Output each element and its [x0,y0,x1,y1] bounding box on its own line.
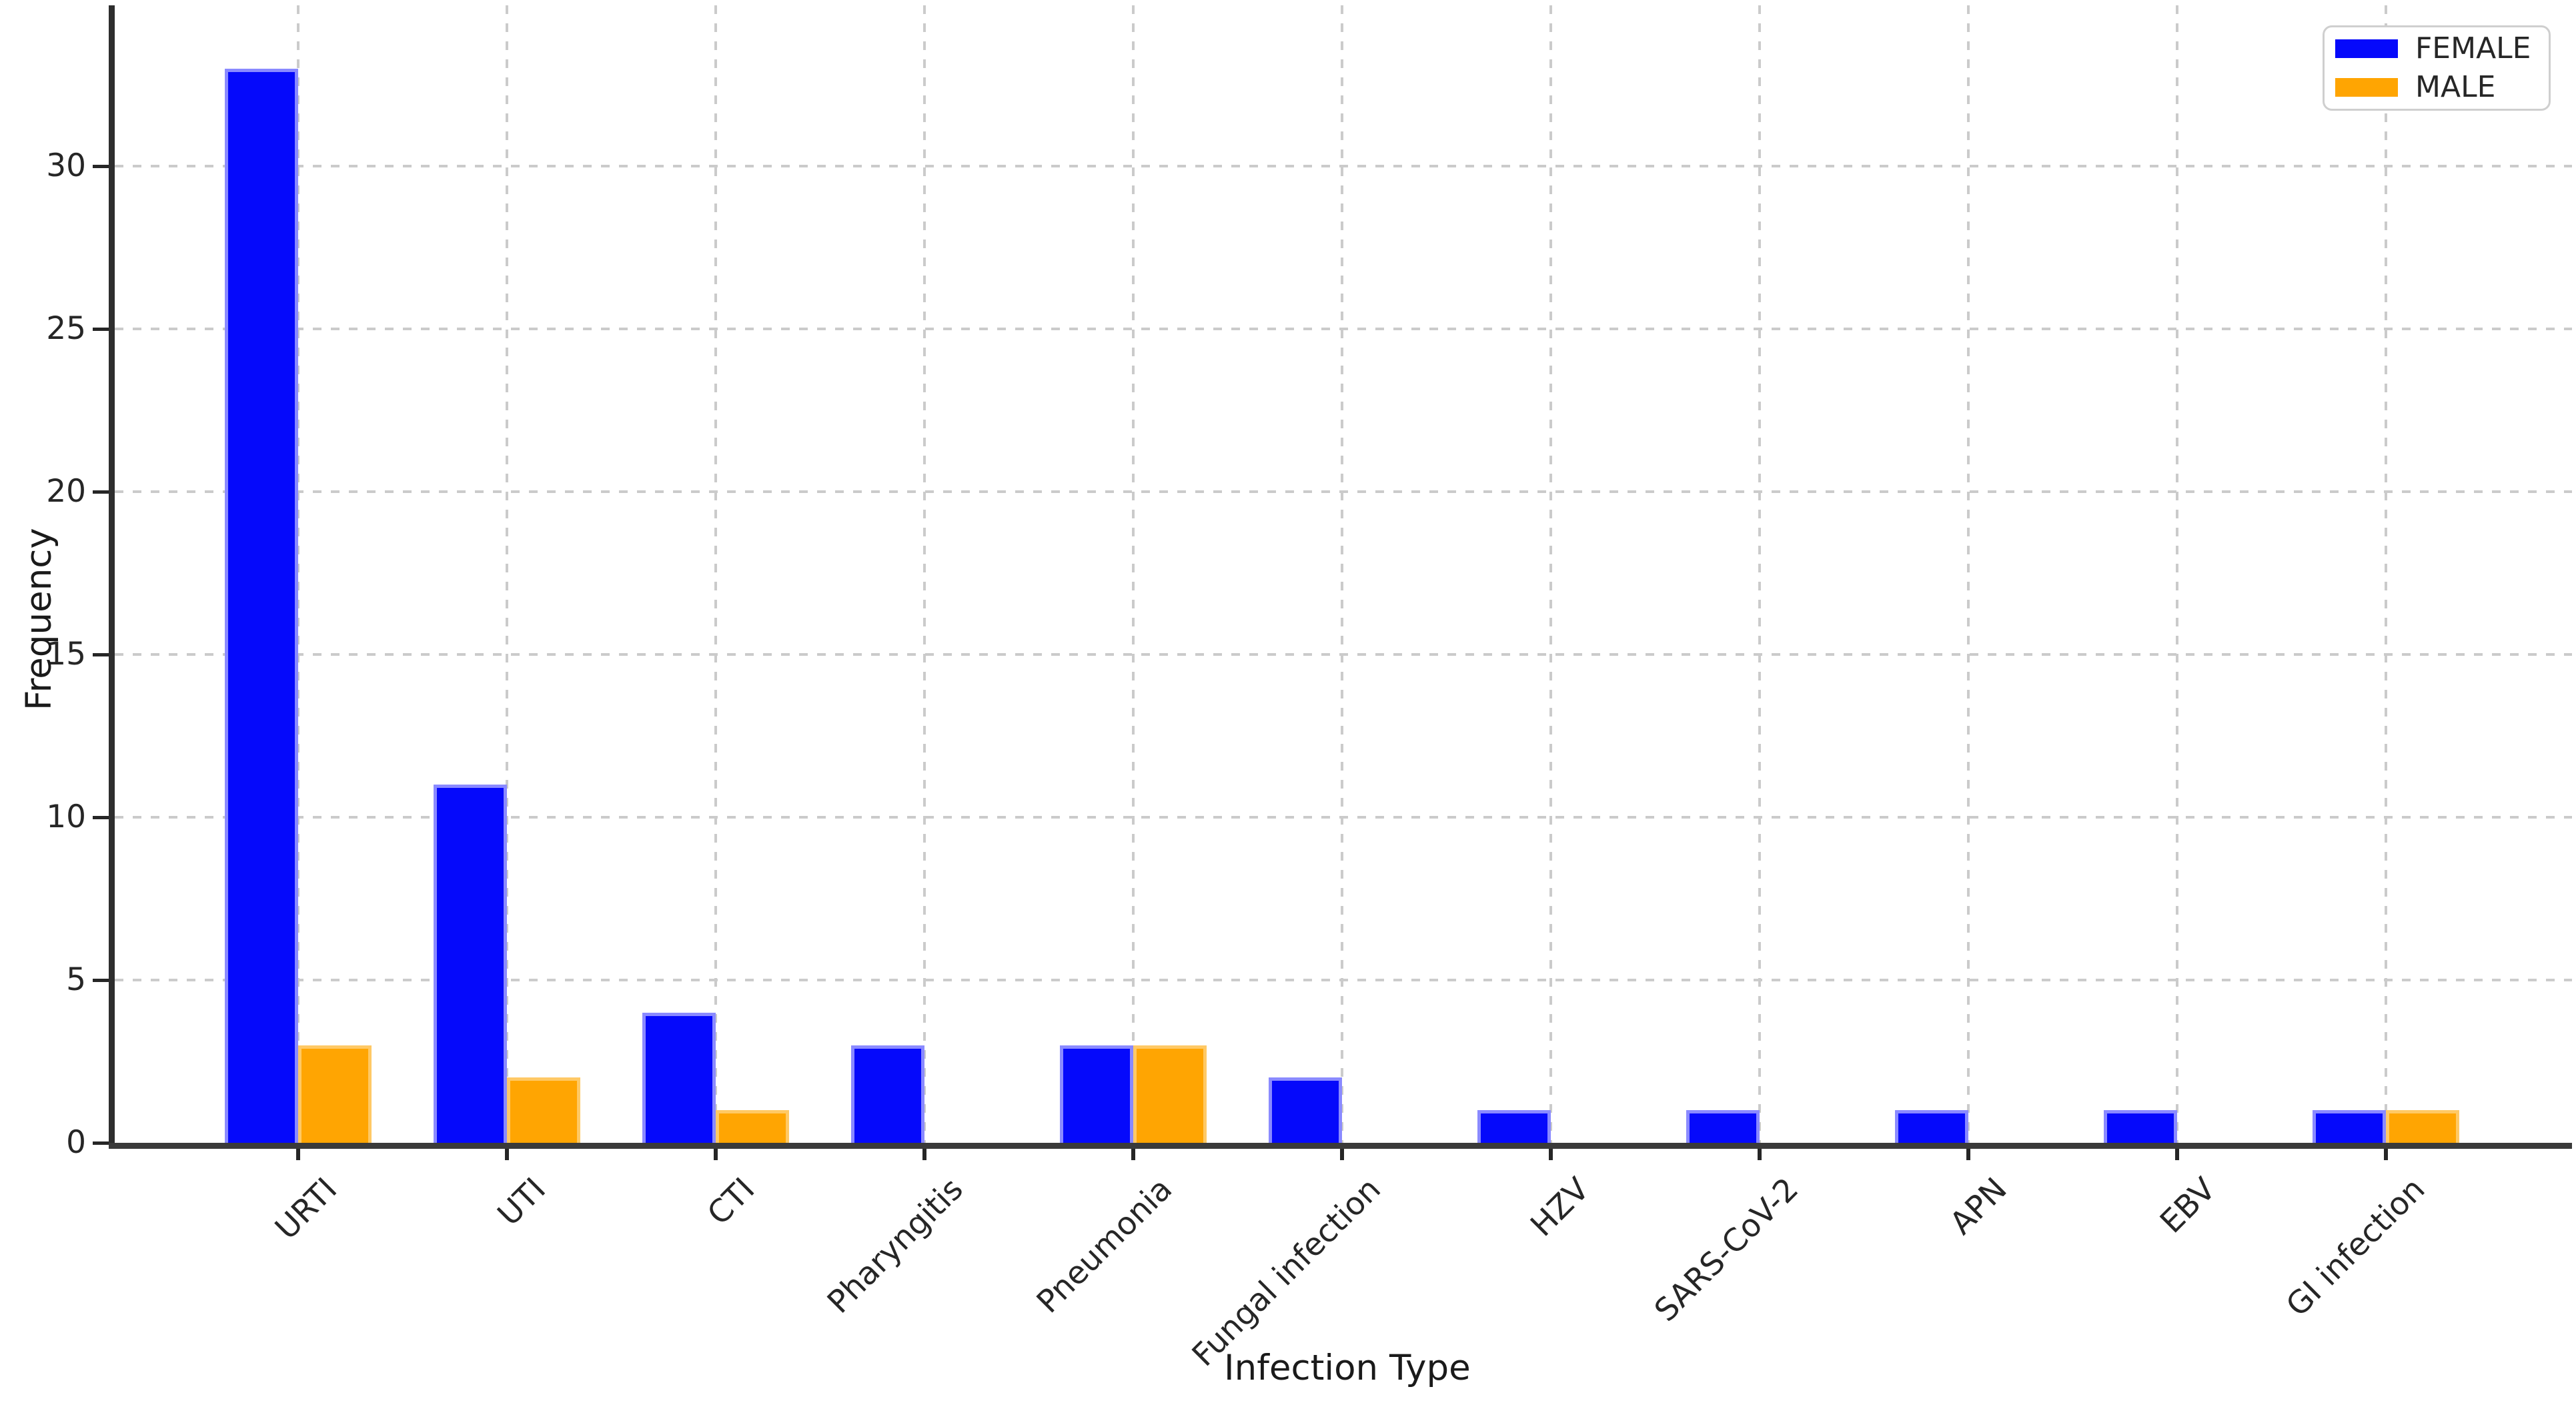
v-gridline-7 [1758,5,1761,1143]
y-axis-spine [109,5,115,1149]
y-tick-0 [93,1141,109,1145]
legend-label-female: FEMALE [2415,31,2531,65]
x-tick-label-7: SARS-CoV-2 [1647,1171,1806,1329]
x-tick-label-8: APN [1943,1171,2014,1242]
bar-female-cti [642,1013,716,1143]
x-tick-label-4: Pneumonia [1029,1171,1179,1321]
y-tick-25 [93,328,109,331]
legend: FEMALE MALE [2323,25,2551,111]
x-tick-label-0: URTI [267,1171,344,1247]
h-gridline-5 [115,979,2572,981]
bar-male-pneumonia [1133,1045,1207,1143]
x-tick-9 [2175,1149,2179,1160]
bar-female-apn [1895,1110,1968,1143]
bar-male-gi-infection [2386,1110,2459,1143]
v-gridline-8 [1967,5,1970,1143]
legend-label-male: MALE [2415,70,2496,104]
y-tick-label-25: 25 [46,310,86,347]
bar-female-uti [434,785,507,1143]
v-gridline-5 [1341,5,1343,1143]
bar-female-hzv [1477,1110,1551,1143]
h-gridline-25 [115,328,2572,330]
x-tick-3 [922,1149,926,1160]
x-tick-label-9: EBV [2153,1171,2223,1241]
y-tick-label-10: 10 [46,799,86,835]
bar-male-urti [298,1045,372,1143]
x-axis-spine [109,1143,2572,1149]
x-tick-7 [1758,1149,1762,1160]
bar-female-gi-infection [2313,1110,2386,1143]
y-tick-label-0: 0 [66,1124,86,1161]
bar-female-sars-cov-2 [1686,1110,1760,1143]
v-gridline-3 [923,5,926,1143]
x-tick-8 [1966,1149,1970,1160]
y-tick-label-20: 20 [46,473,86,510]
v-gridline-1 [506,5,508,1143]
h-gridline-30 [115,165,2572,167]
legend-item-female: FEMALE [2335,34,2549,63]
x-tick-label-5: Fungal infection [1185,1171,1388,1374]
x-tick-5 [1340,1149,1344,1160]
v-gridline-0 [297,5,299,1143]
h-gridline-10 [115,816,2572,819]
x-tick-2 [714,1149,718,1160]
x-tick-1 [505,1149,509,1160]
bar-female-fungal-infection [1269,1077,1342,1143]
bar-female-urti [225,69,298,1143]
h-gridline-15 [115,653,2572,656]
y-tick-20 [93,490,109,494]
y-tick-15 [93,653,109,656]
x-tick-label-6: HZV [1523,1171,1597,1244]
bar-female-pneumonia [1060,1045,1133,1143]
y-tick-label-30: 30 [46,147,86,184]
y-tick-label-5: 5 [66,961,86,998]
x-tick-label-1: UTI [490,1171,553,1234]
v-gridline-9 [2176,5,2178,1143]
v-gridline-6 [1549,5,1552,1143]
x-tick-label-2: CTI [700,1171,762,1233]
male-color-swatch [2335,78,2398,97]
legend-item-male: MALE [2335,73,2549,102]
v-gridline-4 [1132,5,1135,1143]
y-tick-30 [93,165,109,168]
v-gridline-2 [714,5,717,1143]
female-color-swatch [2335,39,2398,58]
x-tick-label-10: GI infection [2279,1171,2432,1324]
x-tick-0 [296,1149,300,1160]
y-tick-10 [93,816,109,819]
x-tick-6 [1549,1149,1553,1160]
x-tick-4 [1131,1149,1135,1160]
x-tick-10 [2384,1149,2388,1160]
x-axis-title: Infection Type [1224,1348,1471,1388]
bar-male-cti [716,1110,789,1143]
y-tick-label-15: 15 [46,636,86,672]
y-tick-5 [93,979,109,982]
h-gridline-20 [115,490,2572,493]
bar-male-uti [507,1077,580,1143]
y-axis-title: Frequency [19,528,59,711]
bar-female-ebv [2104,1110,2177,1143]
bar-female-pharyngitis [851,1045,924,1143]
x-tick-label-3: Pharyngitis [820,1171,971,1321]
v-gridline-10 [2385,5,2387,1143]
